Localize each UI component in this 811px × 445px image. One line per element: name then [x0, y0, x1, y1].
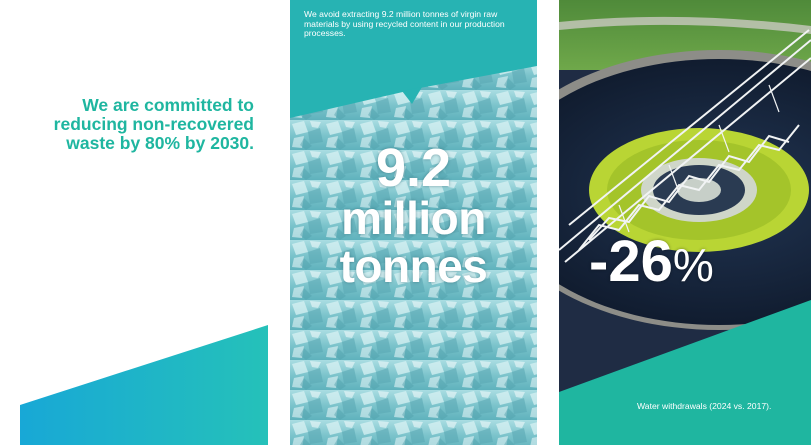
water-withdrawals-panel: -26% Water withdrawals (2024 vs. 2017). — [559, 0, 811, 445]
stat-number: 9.2 — [375, 138, 452, 198]
commitment-panel: We are committed to reducing non-recover… — [0, 0, 288, 445]
stat-unit-line2: tonnes — [339, 240, 488, 292]
stat-value: -26 — [589, 229, 673, 294]
crystal-glass-image — [290, 66, 537, 445]
recycled-materials-panel: We avoid extracting 9.2 million tonnes o… — [290, 0, 537, 445]
recycled-content-caption: We avoid extracting 9.2 million tonnes o… — [304, 9, 505, 39]
teal-wedge-decoration — [20, 325, 268, 445]
water-reduction-stat: -26% — [589, 232, 714, 295]
water-clarifier-image — [559, 0, 811, 445]
percent-sign: % — [672, 239, 714, 291]
water-withdrawals-caption: Water withdrawals (2024 vs. 2017). — [637, 401, 772, 411]
commitment-headline: We are committed to reducing non-recover… — [53, 95, 254, 153]
stat-unit-line1: million — [341, 192, 486, 244]
